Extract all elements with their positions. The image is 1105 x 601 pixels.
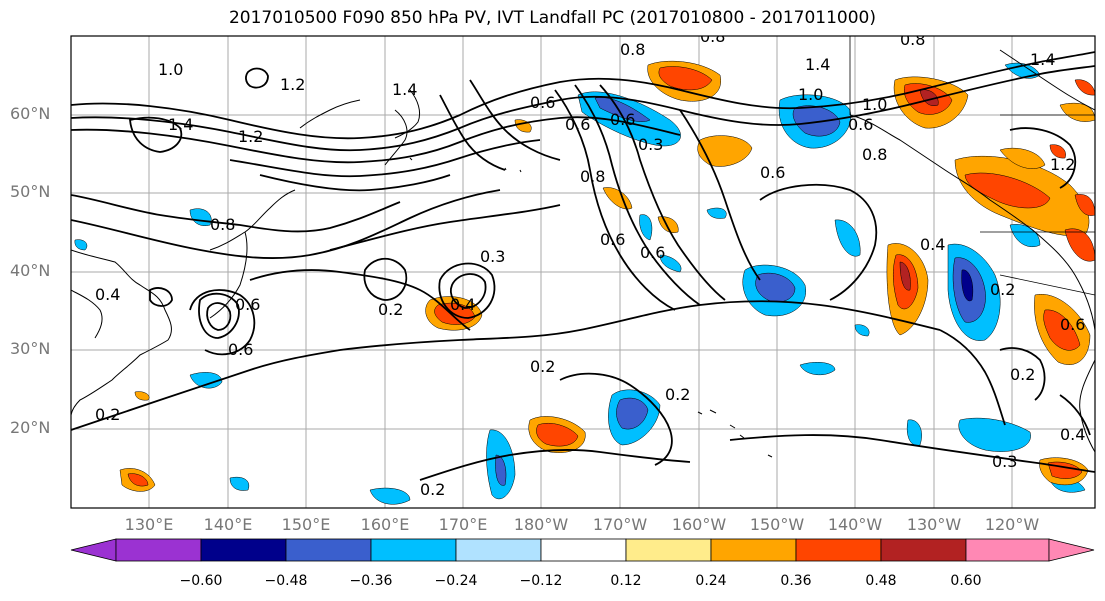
contour-label: 0.6 [848,115,873,134]
contour-label: 1.4 [805,55,830,74]
lon-label: 180°W [513,515,569,534]
contour-label: 0.6 [760,163,785,182]
colorbar-tick-label: 0.48 [865,573,897,589]
contour-label: 0.2 [420,480,445,499]
lat-label: 50°N [10,182,51,201]
contour-label: 1.4 [1030,50,1055,69]
contour-label: 0.3 [992,452,1017,471]
colorbar-segment [710,538,797,562]
lat-label: 20°N [10,418,51,437]
colorbar-segment [540,538,627,562]
colorbar-tick-label: 0.36 [780,573,812,589]
colorbar-segment [880,538,967,562]
contour-label: 0.6 [610,110,635,129]
ivt-shading [74,60,1095,505]
contour-label: 1.0 [798,85,823,104]
colorbar-segment [455,538,542,562]
colorbar-tick-label: −0.12 [519,573,563,589]
pv-contours [71,51,1095,481]
colorbar [70,538,1095,562]
contour-label: 0.2 [665,385,690,404]
colorbar-segment [795,538,882,562]
contour-label: 1.0 [862,95,887,114]
colorbar-tick-label: 0.12 [610,573,642,589]
colorbar-high-extension [1048,538,1095,562]
contour-label: 0.2 [1010,365,1035,384]
lon-label: 140°W [827,515,883,534]
contour-label: 1.4 [168,115,193,134]
contour-label: 0.8 [580,167,605,186]
contour-label: 1.2 [280,75,305,94]
contour-label: 0.6 [600,230,625,249]
contour-label: 0.6 [235,295,260,314]
lon-label: 170°E [438,515,488,534]
lat-label: 60°N [10,104,51,123]
lon-label: 160°W [671,515,727,534]
lon-label: 130°W [906,515,962,534]
colorbar-tick-label: −0.48 [264,573,308,589]
colorbar-segment [200,538,287,562]
lon-label: 150°W [749,515,805,534]
colorbar-segment [115,538,202,562]
contour-label: 0.4 [1060,425,1085,444]
contour-label: 0.6 [530,93,555,112]
colorbar-segment [370,538,457,562]
contour-label: 0.2 [378,300,403,319]
contour-label: 1.2 [238,127,263,146]
lat-label: 30°N [10,339,51,358]
borders [849,36,1095,296]
contour-label: 0.2 [990,280,1015,299]
contour-label: 0.3 [638,135,663,154]
lon-label: 130°E [124,515,174,534]
lon-label: 140°E [203,515,253,534]
colorbar-tick-label: −0.60 [179,573,223,589]
contour-label: 0.6 [1060,315,1085,334]
contour-label: 0.4 [95,285,120,304]
colorbar-segment [625,538,712,562]
contour-label: 0.6 [640,243,665,262]
contour-label: 0.8 [620,40,645,59]
contour-label: 0.6 [228,340,253,359]
contour-label: 0.6 [565,115,590,134]
colorbar-tick-label: −0.24 [434,573,478,589]
colorbar-low-extension [70,538,117,562]
contour-label: 0.8 [700,27,725,46]
lon-label: 170°W [592,515,648,534]
contour-label: 0.3 [480,247,505,266]
lon-label: 120°W [984,515,1040,534]
lon-label: 150°E [281,515,331,534]
contour-label: 0.8 [900,30,925,49]
lon-label: 160°E [360,515,410,534]
colorbar-segment [285,538,372,562]
contour-label: 0.2 [95,405,120,424]
contour-label: 0.4 [920,235,945,254]
colorbar-tick-label: −0.36 [349,573,393,589]
contour-label: 0.2 [530,357,555,376]
map-title: 2017010500 F090 850 hPa PV, IVT Landfall… [228,8,876,28]
coastlines [71,49,1095,458]
contour-label: 0.8 [210,215,235,234]
map-frame [70,35,1096,509]
lat-label: 40°N [10,261,51,280]
contour-label: 1.0 [158,60,183,79]
contour-label: 1.2 [1050,155,1075,174]
contour-label: 1.4 [392,80,417,99]
colorbar-tick-label: 0.60 [950,573,982,589]
contour-label: 0.4 [450,295,475,314]
colorbar-segment [965,538,1050,562]
contour-label: 0.8 [862,145,887,164]
contour-labels: 1.0 1.4 1.2 1.4 1.2 0.8 0.6 0.3 0.6 0.8 … [95,27,1085,499]
colorbar-tick-label: 0.24 [695,573,727,589]
